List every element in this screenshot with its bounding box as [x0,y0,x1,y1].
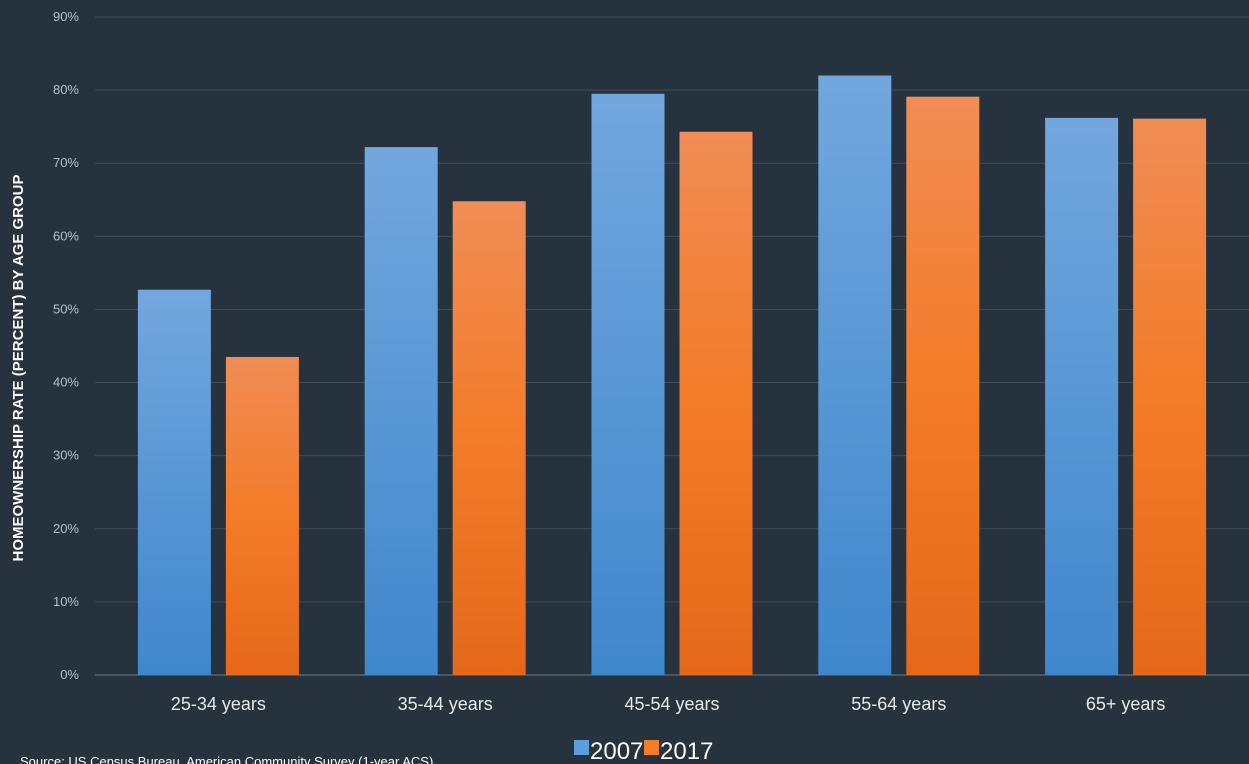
legend: 2007 2017 [574,738,713,764]
source-note: Source: US Census Bureau, American Commu… [20,754,433,764]
bar-2017-65-years [1133,118,1207,675]
legend-swatch-2017 [644,740,659,755]
bar-2017-45-54-years [679,131,753,676]
bar-2017-25-34-years [225,356,299,675]
bar-2017-35-44-years [452,201,526,676]
y-axis-ticks: 0% 10% 20% 30% 40% 50% 60% 70% 80% 90% [53,9,79,682]
x-axis-categories: 25-34 years 35-44 years 45-54 years 55-64 y… [171,694,1166,714]
bar-2007-35-44-years [364,147,438,676]
x-category-label: 65+ years [1086,694,1166,714]
y-tick-label: 50% [53,301,79,316]
x-category-label: 45-54 years [624,694,719,714]
y-tick-label: 40% [53,375,79,390]
legend-label-2007: 2007 [590,738,643,764]
y-tick-label: 0% [60,667,79,682]
bars [137,75,1207,676]
x-category-label: 25-34 years [171,694,266,714]
y-tick-label: 80% [53,82,79,97]
x-category-label: 35-44 years [398,694,493,714]
y-tick-label: 20% [53,521,79,536]
y-tick-label: 90% [53,9,79,24]
x-category-label: 55-64 years [851,694,946,714]
legend-swatch-2007 [574,740,589,755]
bar-2007-45-54-years [591,93,665,676]
y-tick-label: 30% [53,448,79,463]
bar-2007-65-years [1045,117,1119,676]
y-tick-label: 60% [53,228,79,243]
bar-2007-25-34-years [137,289,211,675]
y-axis-label: HOMEOWNERSHIP RATE (PERCENT) BY AGE GROU… [10,175,27,562]
y-tick-label: 10% [53,594,79,609]
legend-label-2017: 2017 [660,738,713,764]
y-tick-label: 70% [53,155,79,170]
bar-2017-55-64-years [906,96,980,676]
bar-2007-55-64-years [818,75,892,675]
